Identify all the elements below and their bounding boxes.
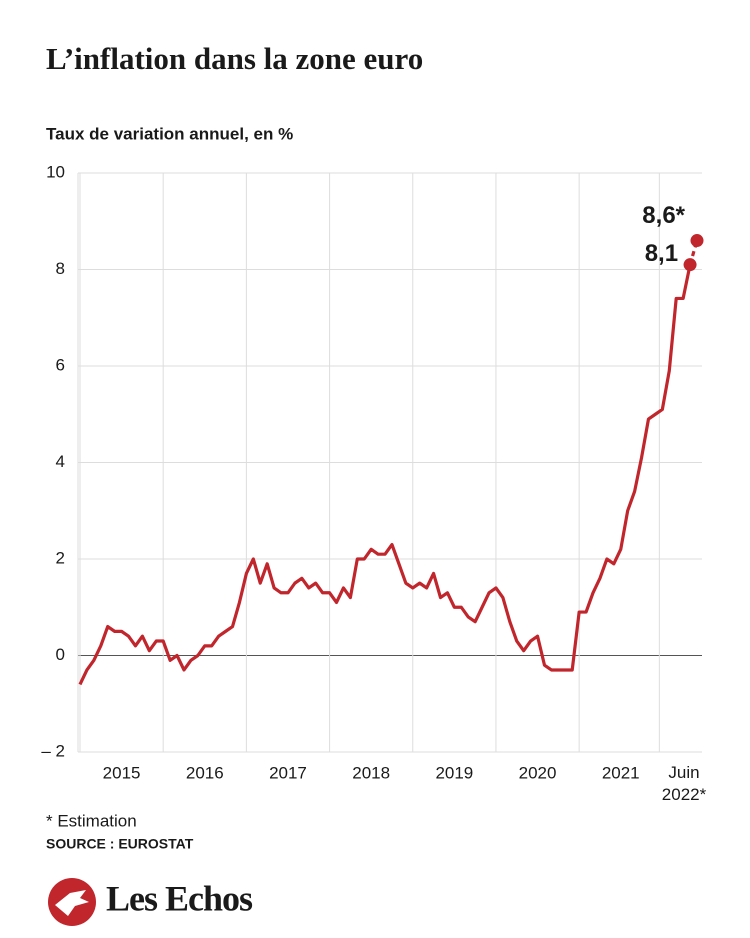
y-tick-label: 10	[46, 162, 65, 181]
point	[690, 234, 704, 248]
source: SOURCE : EUROSTAT	[46, 836, 194, 852]
y-tick-label: 8	[56, 259, 65, 278]
footnote: * Estimation	[46, 811, 137, 830]
y-tick-label: 4	[56, 452, 65, 471]
chart-title: L’inflation dans la zone euro	[46, 41, 423, 76]
logo-icon	[48, 878, 96, 926]
x-tick-label: 2018	[352, 763, 390, 782]
x-tick-label: 2015	[103, 763, 141, 782]
point	[683, 258, 697, 272]
value-label: 8,1	[645, 240, 678, 267]
x-tick-label: 2016	[186, 763, 224, 782]
y-tick-label: 0	[56, 645, 65, 664]
brand: Les Echos	[106, 878, 253, 918]
value-label: 8,6*	[642, 202, 685, 229]
subtitle: Taux de variation annuel, en %	[46, 124, 293, 143]
y-tick-label: 6	[56, 355, 65, 374]
x-tick-label: Juin 2022*	[661, 763, 707, 804]
x-tick-label: 2020	[519, 763, 557, 782]
x-tick-label: 2021	[602, 763, 640, 782]
x-tick-label: 2017	[269, 763, 307, 782]
line	[78, 264, 692, 686]
y-tick-label: – 2	[41, 741, 65, 760]
y-tick-label: 2	[56, 548, 65, 567]
x-tick-label: 2019	[435, 763, 473, 782]
